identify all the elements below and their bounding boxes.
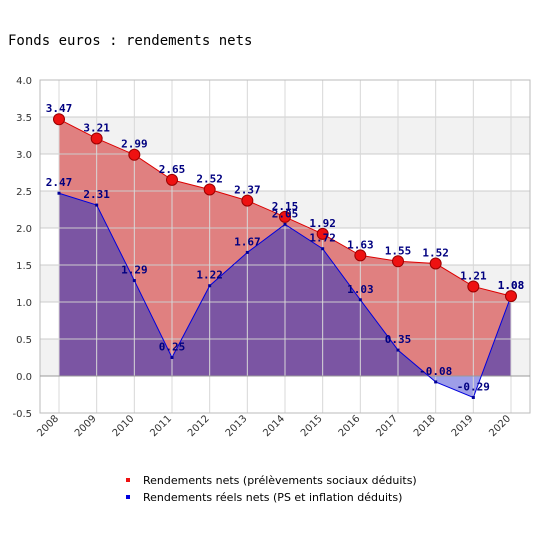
marker-nets: [505, 290, 517, 303]
x-tick-label: 2020: [487, 413, 513, 439]
data-label-nets: 2.52: [196, 173, 223, 186]
series-markers: [53, 113, 517, 399]
legend-marker-reels: [126, 495, 130, 499]
marker-reels: [245, 250, 249, 254]
data-label-nets: 1.52: [422, 247, 449, 260]
x-tick-label: 2009: [73, 413, 99, 439]
marker-nets: [316, 227, 329, 240]
marker-reels: [57, 191, 61, 195]
x-tick-label: 2019: [450, 413, 476, 439]
axes: [39, 79, 531, 414]
x-tick-label: 2015: [299, 413, 325, 439]
data-label-nets: 3.47: [46, 102, 73, 115]
data-label-reels: -0.08: [419, 365, 452, 378]
y-tick-label: 4.0: [16, 76, 32, 87]
data-label-nets: 2.99: [121, 138, 148, 151]
chart-title: Fonds euros : rendements nets: [8, 33, 252, 49]
marker-reels: [396, 348, 400, 352]
data-label-reels: -0.29: [457, 380, 490, 393]
marker-reels: [358, 298, 362, 302]
marker-nets: [90, 132, 103, 145]
marker-reels: [170, 356, 174, 359]
marker-nets: [241, 194, 254, 207]
y-tick-label: 2.0: [16, 224, 32, 235]
marker-nets: [429, 257, 442, 270]
data-label-nets: 1.55: [385, 244, 412, 257]
marker-reels: [95, 203, 99, 207]
marker-nets: [203, 183, 216, 196]
marker-nets: [467, 280, 480, 293]
data-label-reels: 0.35: [385, 333, 412, 346]
x-tick-label: 2012: [186, 413, 212, 439]
marker-nets: [279, 210, 291, 223]
y-axis-ticks: -0.5 0.0 0.5 1.0 1.5 2.0 2.5 3.0 3.5 4.0: [12, 76, 32, 420]
legend-label-nets: Rendements nets (prélèvements sociaux dé…: [143, 474, 417, 487]
data-label-nets: 1.92: [309, 217, 336, 230]
legend-item-nets: Rendements nets (prélèvements sociaux dé…: [126, 474, 417, 487]
data-label-reels: 1.22: [196, 269, 223, 282]
x-tick-label: 2014: [261, 413, 287, 439]
x-tick-label: 2011: [148, 413, 174, 439]
y-tick-label: 1.0: [16, 298, 32, 309]
legend: Rendements nets (prélèvements sociaux dé…: [126, 474, 417, 504]
data-label-nets: 2.65: [159, 163, 186, 176]
marker-nets: [354, 249, 367, 262]
marker-nets: [166, 173, 178, 186]
data-label-reels: 1.08: [498, 279, 525, 292]
data-label-reels: 2.47: [46, 176, 73, 189]
y-tick-label: 0.5: [16, 335, 32, 346]
x-tick-label: 2016: [337, 413, 363, 439]
marker-reels: [208, 284, 212, 288]
data-label-reels: 1.67: [234, 235, 261, 248]
marker-reels: [321, 247, 325, 251]
data-label-nets: 3.21: [83, 121, 110, 134]
x-tick-label: 2017: [374, 413, 400, 439]
legend-item-reels: Rendements réels nets (PS et inflation d…: [126, 491, 402, 504]
data-label-reels: 2.05: [272, 207, 299, 220]
y-tick-label: 0.0: [16, 372, 32, 383]
data-label-reels: 1.29: [121, 264, 148, 277]
plot-frame: [39, 79, 531, 414]
legend-label-reels: Rendements réels nets (PS et inflation d…: [143, 491, 402, 504]
x-tick-label: 2010: [111, 413, 137, 439]
y-tick-label: 1.5: [16, 261, 32, 272]
data-label-nets: 1.08: [498, 279, 525, 292]
y-tick-label: 2.5: [16, 187, 32, 198]
data-label-reels: 0.25: [159, 341, 186, 354]
x-tick-label: 2008: [35, 413, 61, 439]
data-label-nets: 2.15: [272, 200, 299, 213]
data-label-reels: 1.72: [309, 232, 336, 245]
y-tick-label: -0.5: [12, 409, 32, 420]
legend-marker-nets: [126, 478, 130, 482]
y-tick-label: 3.5: [16, 113, 32, 124]
data-label-nets: 1.21: [460, 269, 487, 282]
x-tick-label: 2013: [224, 413, 250, 439]
marker-nets: [392, 255, 404, 268]
area-series-reels-negative: [59, 376, 511, 398]
data-label-nets: 2.37: [234, 184, 261, 197]
marker-reels: [434, 380, 438, 384]
x-tick-label: 2018: [412, 413, 438, 439]
data-label-reels: 2.31: [83, 188, 110, 201]
y-tick-label: 3.0: [16, 150, 32, 161]
data-labels: 3.47 3.21 2.99 2.65 2.52 2.37 2.15 1.92 1.63 1.55…: [46, 102, 525, 393]
marker-nets: [128, 148, 141, 161]
marker-reels: [132, 279, 136, 283]
x-axis-ticks: 2008 2009 2010 2011 2012 2013 2014 2015 2016 2017…: [35, 413, 513, 439]
marker-reels: [283, 222, 287, 226]
marker-nets: [53, 113, 65, 126]
data-label-nets: 1.63: [347, 238, 374, 251]
data-label-reels: 1.03: [347, 283, 374, 296]
marker-reels: [471, 395, 475, 399]
